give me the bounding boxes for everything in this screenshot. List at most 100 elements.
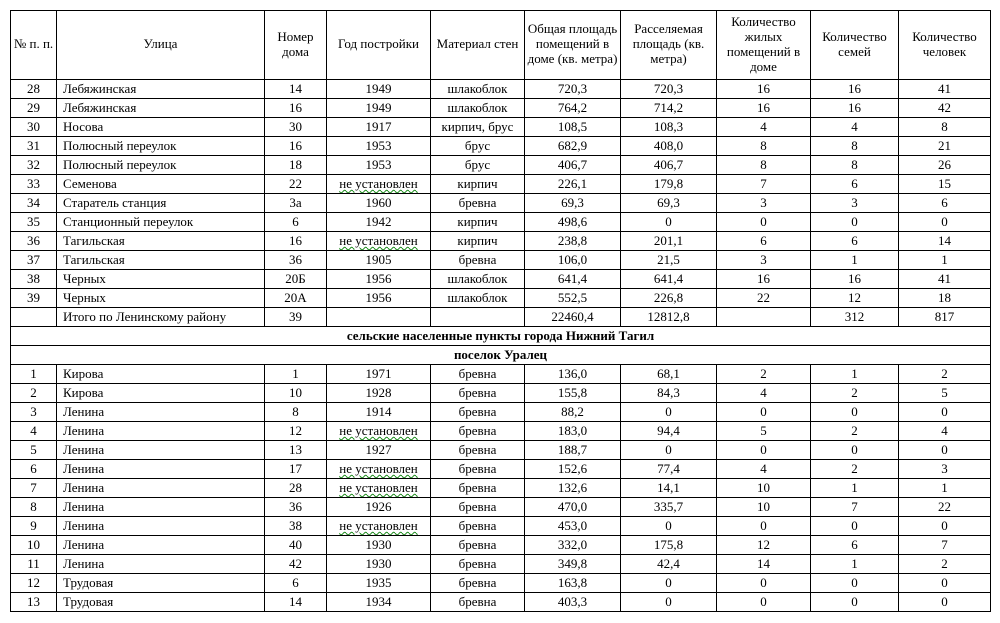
cell-total: 238,8 <box>525 231 621 250</box>
table-row: 11Ленина421930бревна349,842,41412 <box>11 554 991 573</box>
cell-year: 1930 <box>327 554 431 573</box>
cell-rooms: 0 <box>717 402 811 421</box>
cell-total: 155,8 <box>525 383 621 402</box>
cell-house: 16 <box>265 136 327 155</box>
table-row: 6Ленина17не установленбревна152,677,4423 <box>11 459 991 478</box>
table-body: 28Лебяжинская141949шлакоблок720,3720,316… <box>11 79 991 611</box>
cell-rooms: 0 <box>717 573 811 592</box>
cell-number: 6 <box>11 459 57 478</box>
cell-house: 14 <box>265 592 327 611</box>
cell-year: 1971 <box>327 364 431 383</box>
cell-rooms: 3 <box>717 250 811 269</box>
cell-street: Ленина <box>57 402 265 421</box>
cell-material: шлакоблок <box>431 269 525 288</box>
cell-people: 0 <box>899 516 991 535</box>
cell-street: Ленина <box>57 459 265 478</box>
cell-people: 26 <box>899 155 991 174</box>
cell-resettle: 720,3 <box>621 79 717 98</box>
table-row: 8Ленина361926бревна470,0335,710722 <box>11 497 991 516</box>
year-not-established: не установлен <box>339 518 418 533</box>
cell-house: 10 <box>265 383 327 402</box>
cell-total: 106,0 <box>525 250 621 269</box>
cell-people: 2 <box>899 554 991 573</box>
cell-total: 163,8 <box>525 573 621 592</box>
cell-material: бревна <box>431 440 525 459</box>
cell-people: 2 <box>899 364 991 383</box>
table-row: 38Черных20Б1956шлакоблок641,4641,4161641 <box>11 269 991 288</box>
cell-rooms: 16 <box>717 269 811 288</box>
cell-total: 552,5 <box>525 288 621 307</box>
cell-year: 1927 <box>327 440 431 459</box>
cell-people: 3 <box>899 459 991 478</box>
cell-number: 31 <box>11 136 57 155</box>
cell-total: 453,0 <box>525 516 621 535</box>
cell-people: 41 <box>899 79 991 98</box>
cell-people: 817 <box>899 307 991 326</box>
cell-families: 16 <box>811 269 899 288</box>
cell-year: не установлен <box>327 459 431 478</box>
cell-street: Трудовая <box>57 592 265 611</box>
col-total: Общая площадь помещений в доме (кв. метр… <box>525 11 621 80</box>
cell-number: 12 <box>11 573 57 592</box>
cell-house: 18 <box>265 155 327 174</box>
table-row: 30Носова301917кирпич, брус108,5108,3448 <box>11 117 991 136</box>
cell-total: 406,7 <box>525 155 621 174</box>
cell-material: бревна <box>431 573 525 592</box>
cell-resettle: 408,0 <box>621 136 717 155</box>
cell-year: не установлен <box>327 174 431 193</box>
cell-house: 38 <box>265 516 327 535</box>
section-uralets: поселок Уралец <box>11 345 991 364</box>
col-year: Год постройки <box>327 11 431 80</box>
table-row: 13Трудовая141934бревна403,30000 <box>11 592 991 611</box>
table-header: № п. п. Улица Номер дома Год постройки М… <box>11 11 991 80</box>
table-row: 9Ленина38не установленбревна453,00000 <box>11 516 991 535</box>
cell-street: Кирова <box>57 383 265 402</box>
cell-number: 3 <box>11 402 57 421</box>
cell-families: 3 <box>811 193 899 212</box>
cell-year: 1956 <box>327 269 431 288</box>
col-families: Количество семей <box>811 11 899 80</box>
cell-people: 41 <box>899 269 991 288</box>
cell-street: Трудовая <box>57 573 265 592</box>
cell-families: 4 <box>811 117 899 136</box>
cell-number: 10 <box>11 535 57 554</box>
cell-number: 29 <box>11 98 57 117</box>
cell-rooms: 0 <box>717 592 811 611</box>
cell-resettle: 0 <box>621 592 717 611</box>
table-row: 12Трудовая61935бревна163,80000 <box>11 573 991 592</box>
cell-year: 1953 <box>327 155 431 174</box>
cell-material: кирпич, брус <box>431 117 525 136</box>
cell-year: 1949 <box>327 98 431 117</box>
cell-street: Черных <box>57 269 265 288</box>
cell-people: 0 <box>899 440 991 459</box>
cell-families: 6 <box>811 231 899 250</box>
cell-families: 2 <box>811 383 899 402</box>
table-row: 10Ленина401930бревна332,0175,81267 <box>11 535 991 554</box>
cell-rooms: 8 <box>717 136 811 155</box>
table-row: 5Ленина131927бревна188,70000 <box>11 440 991 459</box>
cell-people: 6 <box>899 193 991 212</box>
cell-resettle: 406,7 <box>621 155 717 174</box>
cell-rooms: 6 <box>717 231 811 250</box>
cell-total: 226,1 <box>525 174 621 193</box>
cell-resettle: 175,8 <box>621 535 717 554</box>
cell-street: Итого по Ленинскому району <box>57 307 265 326</box>
cell-house: 42 <box>265 554 327 573</box>
cell-street: Тагильская <box>57 250 265 269</box>
cell-people: 1 <box>899 478 991 497</box>
cell-people: 0 <box>899 212 991 231</box>
table-row: 31Полюсный переулок161953брус682,9408,08… <box>11 136 991 155</box>
cell-resettle: 42,4 <box>621 554 717 573</box>
cell-house: 6 <box>265 212 327 231</box>
cell-people: 4 <box>899 421 991 440</box>
cell-number: 35 <box>11 212 57 231</box>
cell-house: 28 <box>265 478 327 497</box>
table-row: 36Тагильская16не установленкирпич238,820… <box>11 231 991 250</box>
cell-resettle: 201,1 <box>621 231 717 250</box>
cell-rooms: 0 <box>717 516 811 535</box>
cell-resettle: 641,4 <box>621 269 717 288</box>
year-not-established: не установлен <box>339 480 418 495</box>
cell-year: не установлен <box>327 231 431 250</box>
cell-rooms: 4 <box>717 117 811 136</box>
cell-total: 108,5 <box>525 117 621 136</box>
